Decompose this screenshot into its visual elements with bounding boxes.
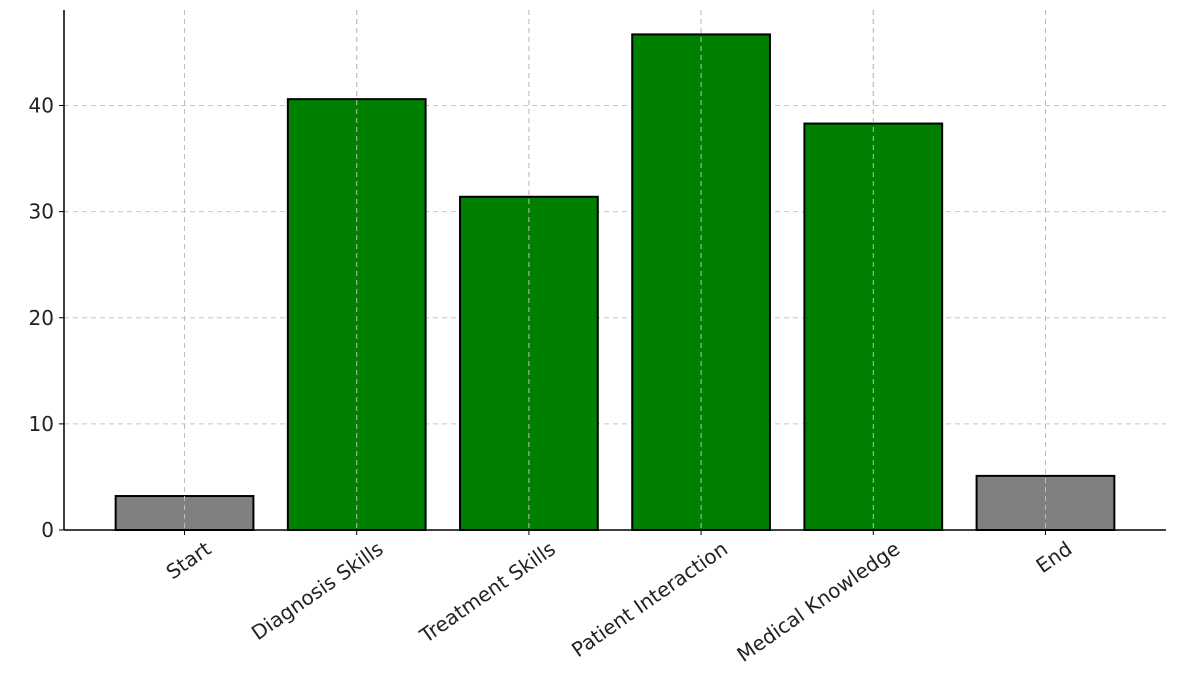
x-tick-label: Start (162, 536, 216, 584)
y-tick-label: 40 (29, 94, 54, 118)
y-tick-labels: 0 10 20 30 40 (29, 94, 64, 542)
axes (63, 10, 1166, 531)
x-tick-label: Diagnosis Skills (247, 536, 388, 645)
y-tick-label: 10 (29, 412, 54, 436)
x-tick-label: Treatment Skills (415, 536, 560, 648)
grid-lines (64, 10, 1166, 530)
y-tick-label: 0 (41, 518, 54, 542)
y-tick-label: 20 (29, 306, 54, 330)
bars (114, 33, 1116, 532)
bar (975, 474, 1116, 532)
x-tick-label: Medical Knowledge (732, 536, 904, 666)
x-tick-label: Patient Interaction (567, 536, 732, 661)
x-grid-overlay (184, 10, 1046, 530)
x-tick-label: End (1031, 536, 1076, 577)
x-tick-labels: Start Diagnosis Skills Treatment Skills Pat… (162, 530, 1076, 667)
y-tick-label: 30 (29, 200, 54, 224)
bar (286, 98, 427, 532)
